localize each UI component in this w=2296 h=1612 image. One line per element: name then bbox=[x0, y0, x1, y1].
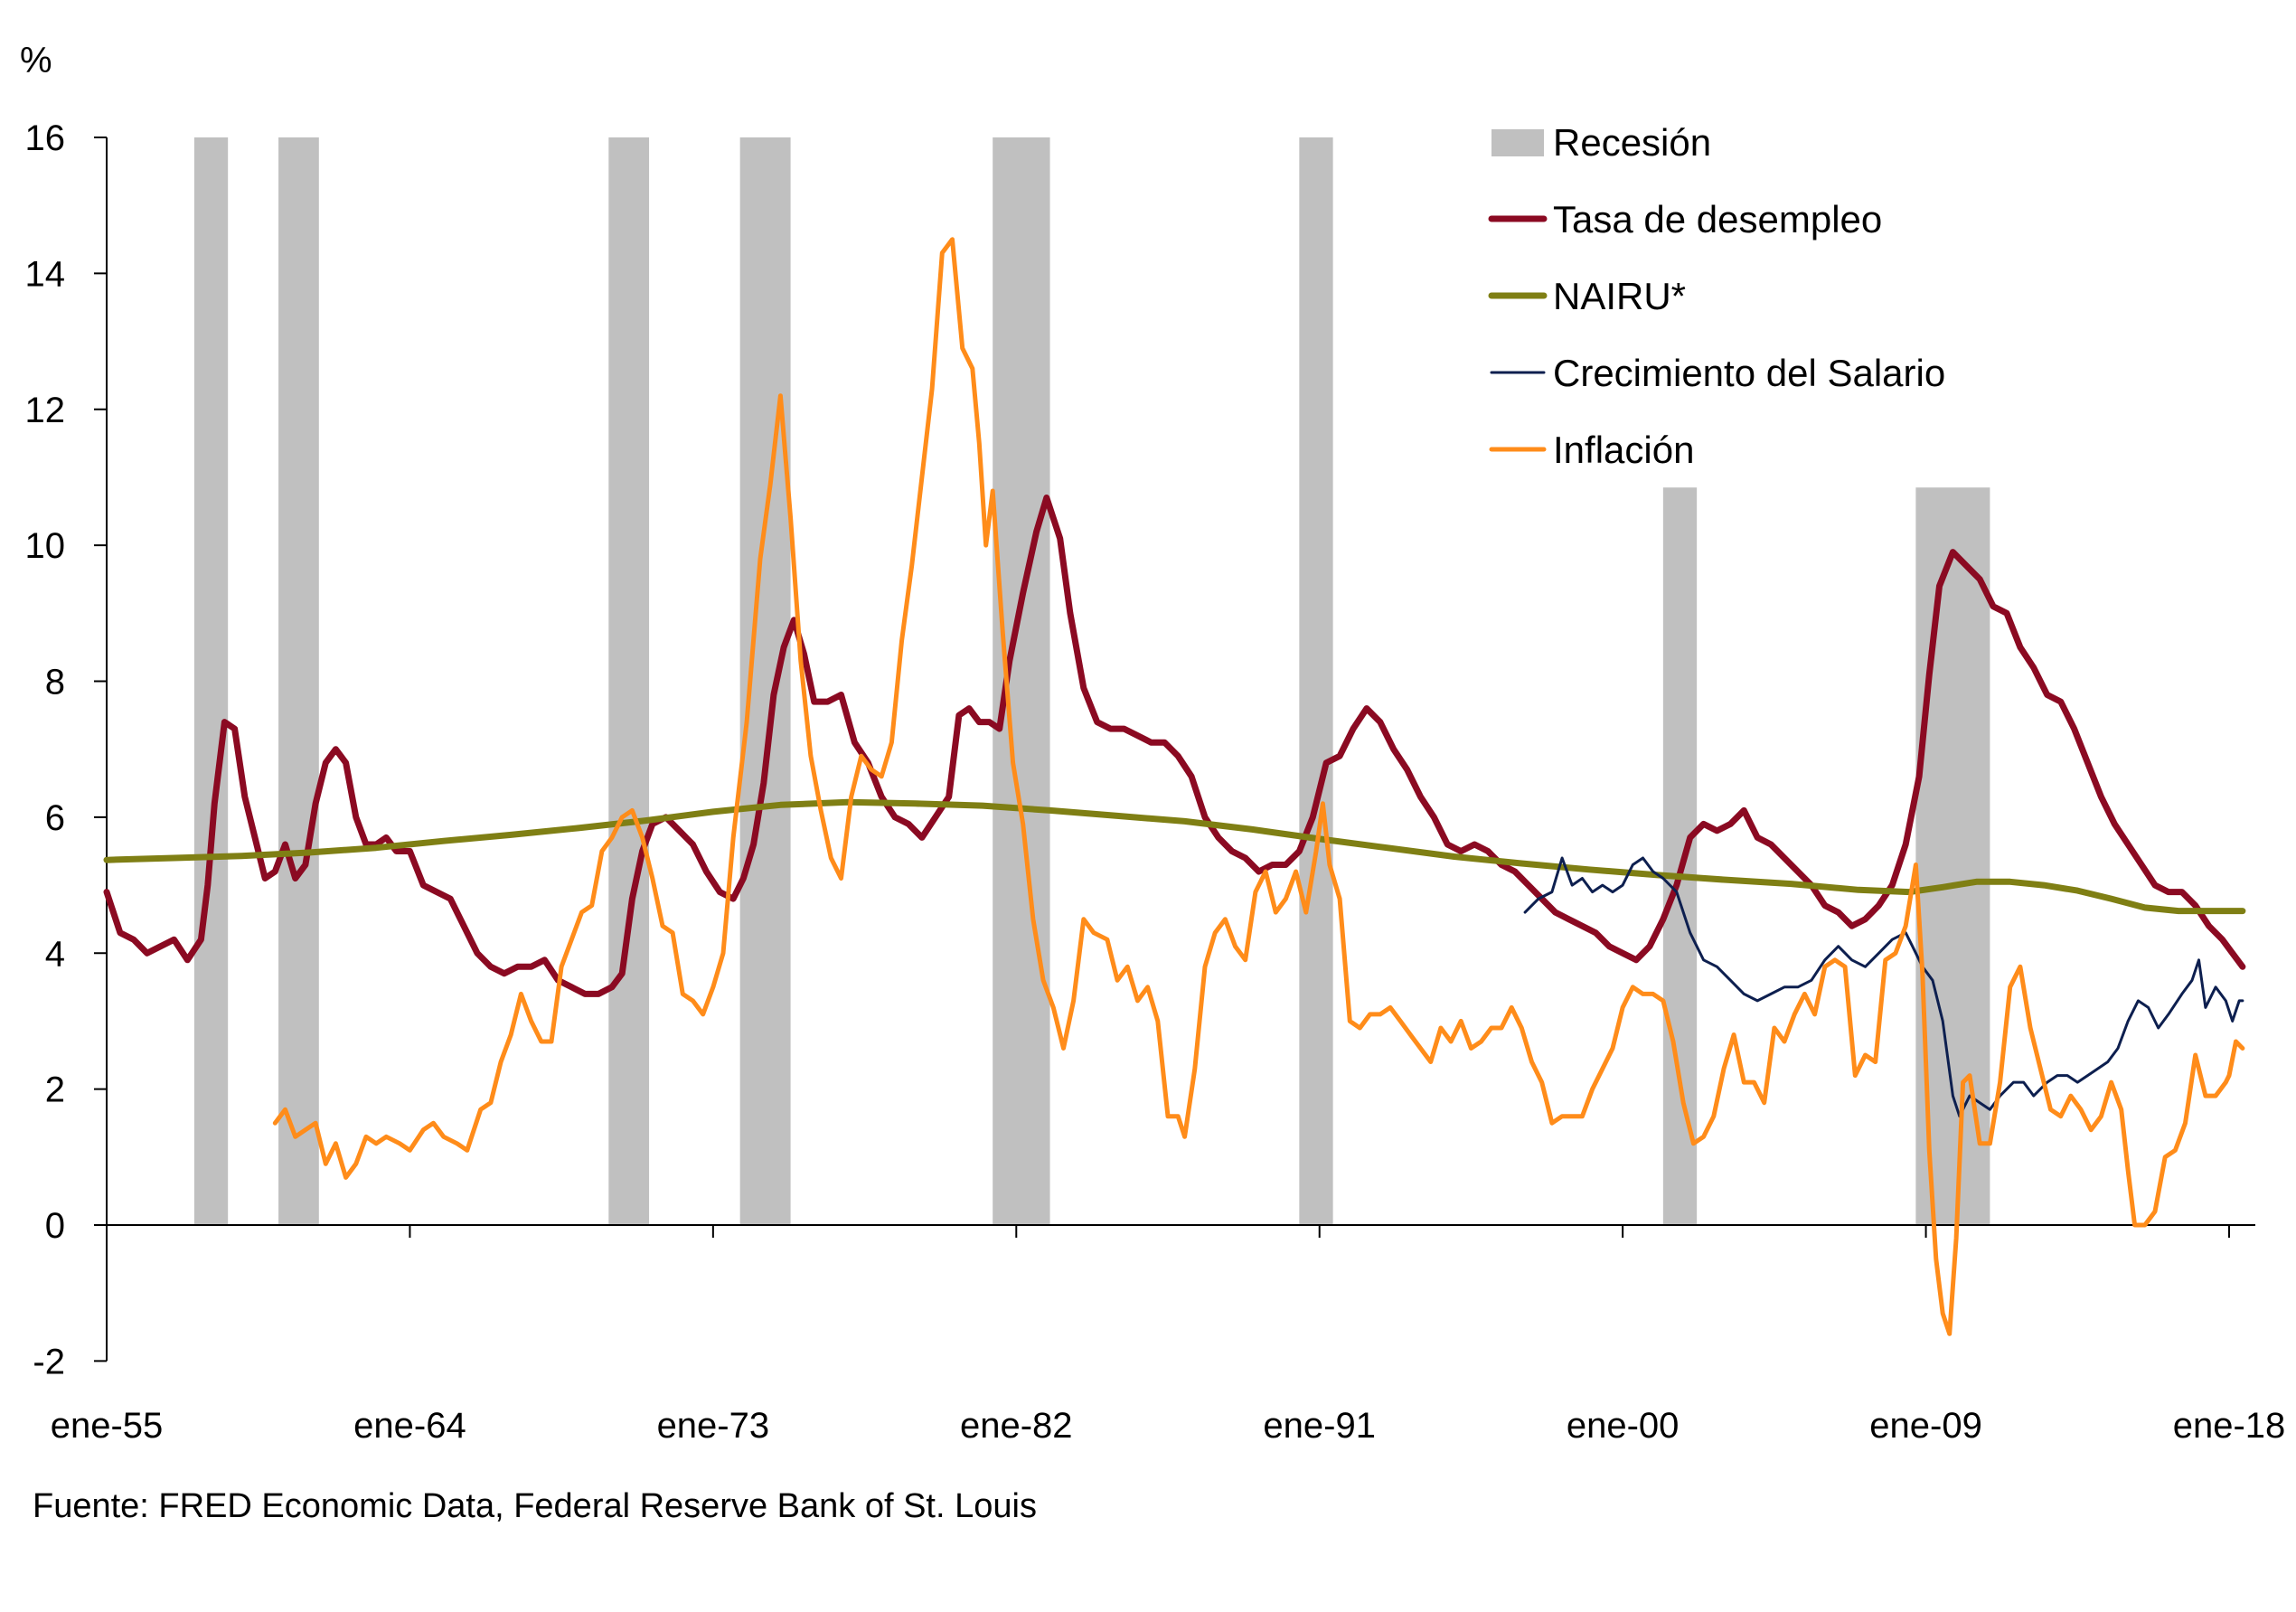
legend-label-recession: Recesión bbox=[1553, 121, 1711, 164]
y-tick-label: -2 bbox=[33, 1342, 65, 1381]
axes: -2 0 2 4 6 8 10 12 14 16 ene-55 ene-64 ene-73 ene-82 e… bbox=[25, 118, 2286, 1446]
x-tick-label: ene-55 bbox=[51, 1406, 164, 1446]
source-note: Fuente: FRED Economic Data, Federal Rese… bbox=[33, 1487, 1037, 1525]
recession-band-3 bbox=[608, 137, 650, 1225]
y-tick-label: 16 bbox=[25, 118, 66, 158]
recession-band-6 bbox=[1299, 137, 1333, 1225]
recession-band-2 bbox=[278, 137, 319, 1225]
recession-band-7 bbox=[1662, 487, 1698, 1225]
recession-band-1 bbox=[193, 137, 229, 1225]
legend-swatch-recession bbox=[1491, 129, 1544, 156]
series-lines bbox=[103, 237, 2246, 1336]
series-line-unemployment bbox=[103, 495, 2246, 997]
x-tick-label: ene-82 bbox=[960, 1406, 1073, 1446]
legend-label-unemployment: Tasa de desempleo bbox=[1553, 198, 1882, 240]
x-tick-label: ene-00 bbox=[1567, 1406, 1680, 1446]
legend: Recesión Tasa de desempleo NAIRU* Crecimien… bbox=[1488, 121, 1945, 471]
x-tick-label: ene-64 bbox=[353, 1406, 466, 1446]
y-tick-label: 4 bbox=[45, 934, 65, 974]
recession-band-5 bbox=[993, 137, 1050, 1225]
x-tick-label: ene-91 bbox=[1263, 1406, 1376, 1446]
y-tick-label: 0 bbox=[45, 1206, 65, 1246]
recession-bands bbox=[193, 137, 1990, 1225]
y-unit-label: % bbox=[20, 41, 52, 80]
legend-label-nairu: NAIRU* bbox=[1553, 275, 1686, 317]
legend-label-wages: Crecimiento del Salario bbox=[1553, 352, 1945, 394]
y-tick-label: 8 bbox=[45, 663, 65, 702]
y-tick-label: 6 bbox=[45, 798, 65, 838]
x-tick-label: ene-18 bbox=[2173, 1406, 2286, 1446]
x-tick-label: ene-09 bbox=[1869, 1406, 1982, 1446]
recession-band-4 bbox=[739, 137, 791, 1225]
y-tick-label: 12 bbox=[25, 391, 66, 430]
legend-label-inflation: Inflación bbox=[1553, 429, 1694, 471]
x-tick-label: ene-73 bbox=[657, 1406, 770, 1446]
y-tick-label: 10 bbox=[25, 526, 66, 566]
y-tick-label: 2 bbox=[45, 1070, 65, 1110]
series-line-inflation bbox=[272, 237, 2245, 1336]
y-tick-label: 14 bbox=[25, 254, 66, 294]
